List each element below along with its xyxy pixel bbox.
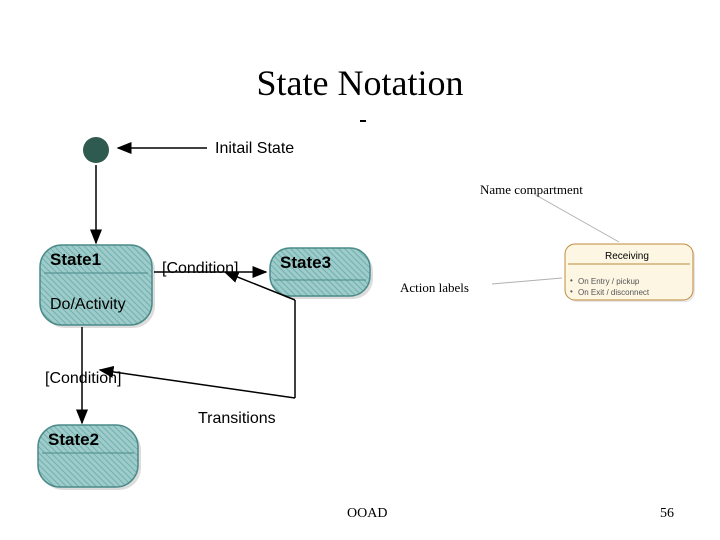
name-callout bbox=[534, 194, 619, 242]
footer-left: OOAD bbox=[347, 506, 387, 522]
transitions-label: Transitions bbox=[198, 410, 276, 428]
state-s3: State3 bbox=[270, 248, 373, 299]
trans-tick-b bbox=[100, 370, 295, 398]
receiving-action-2: On Exit / disconnect bbox=[578, 288, 649, 297]
action-labels-label: Action labels bbox=[400, 280, 469, 296]
state-s1: State1 bbox=[40, 245, 155, 328]
initial-state-node bbox=[83, 137, 109, 163]
state-s2: State2 bbox=[38, 425, 141, 490]
initial-state-label: Initail State bbox=[215, 140, 294, 158]
footer-page-number: 56 bbox=[660, 506, 674, 522]
diagram-canvas: State1 State3 State2 bbox=[0, 0, 720, 540]
state-label: State1 bbox=[50, 250, 101, 269]
state-label: State2 bbox=[48, 430, 99, 449]
receiving-action-1: On Entry / pickup bbox=[578, 277, 639, 286]
action-callout bbox=[492, 278, 562, 284]
condition-2-label: [Condition] bbox=[45, 370, 122, 388]
condition-1-label: [Condition] bbox=[162, 260, 239, 278]
bullet-icon: • bbox=[570, 276, 573, 285]
bullet-icon: • bbox=[570, 287, 573, 296]
do-activity-label: Do/Activity bbox=[50, 296, 126, 314]
receiving-title: Receiving bbox=[605, 251, 649, 262]
name-compartment-label: Name compartment bbox=[480, 182, 583, 198]
state-label: State3 bbox=[280, 253, 331, 272]
